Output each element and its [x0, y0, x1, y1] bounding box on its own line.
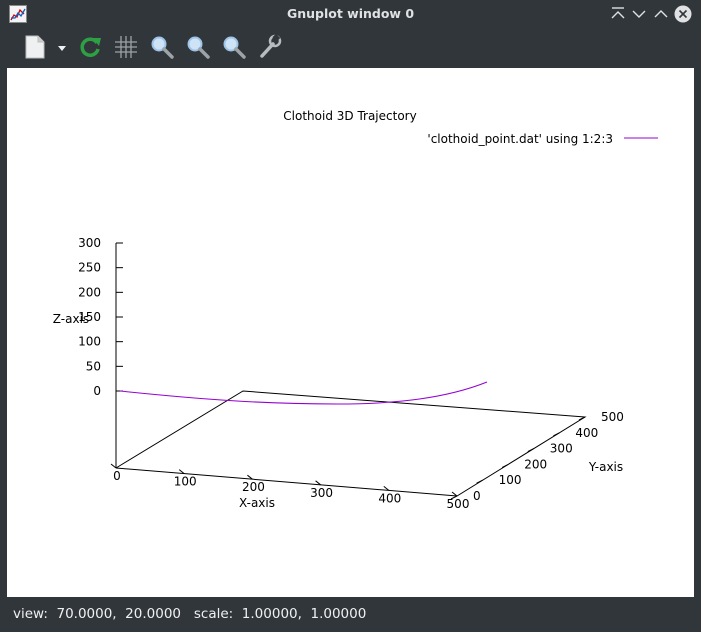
- y-tick-label: 400: [575, 426, 598, 440]
- x-tick-label: 500: [447, 497, 470, 511]
- autoscale-button[interactable]: [220, 33, 248, 61]
- maximize-icon[interactable]: [652, 5, 670, 23]
- settings-icon: [260, 34, 282, 58]
- x-tick-label: 400: [378, 491, 401, 505]
- z-tick-label: 100: [78, 335, 101, 349]
- axis-box: [115, 243, 587, 497]
- grid-button[interactable]: [112, 33, 140, 61]
- keep-above-icon[interactable]: [609, 5, 627, 23]
- status-text: view: 70.0000, 20.0000 scale: 1.00000, 1…: [13, 606, 367, 622]
- x-tick-mark: [451, 491, 458, 497]
- z-tick-label: 300: [78, 236, 101, 250]
- y-tick-mark: [450, 495, 458, 500]
- plot-svg: Clothoid 3D Trajectory 'clothoid_point.d…: [53, 109, 658, 511]
- y-tick-mark: [553, 432, 560, 437]
- y-tick-label: 300: [550, 442, 573, 456]
- zoom-next-icon: [187, 36, 210, 59]
- y-tick-label: 500: [601, 410, 624, 424]
- z-tick-label: 0: [93, 384, 101, 398]
- plot-title: Clothoid 3D Trajectory: [283, 109, 416, 123]
- window-title: Gnuplot window 0: [286, 6, 415, 21]
- export-button[interactable]: [21, 33, 69, 61]
- replot-icon: [80, 37, 101, 57]
- z-tick-label: 250: [78, 261, 101, 275]
- gnuplot-app-icon: [9, 5, 27, 23]
- y-tick-mark: [578, 416, 586, 421]
- close-icon[interactable]: [674, 5, 692, 23]
- zoom-previous-icon: [151, 36, 174, 59]
- z-axis-ticks: 0 50 100 150 200 250 300: [78, 236, 123, 398]
- y-tick-label: 200: [524, 457, 547, 471]
- x-axis-label: X-axis: [239, 496, 275, 510]
- settings-button[interactable]: [256, 33, 284, 61]
- z-tick-label: 200: [78, 285, 101, 299]
- x-tick-mark: [247, 474, 253, 480]
- x-tick-mark: [178, 469, 185, 474]
- x-tick-mark: [383, 486, 390, 491]
- x-axis-ticks: 0 100 200 300 400 500: [110, 463, 470, 511]
- y-axis-label: Y-axis: [588, 460, 623, 474]
- export-icon: [25, 35, 66, 59]
- status-bar: view: 70.0000, 20.0000 scale: 1.00000, 1…: [0, 597, 701, 632]
- toolbar: [5, 28, 695, 68]
- x-tick-label: 200: [242, 480, 265, 494]
- x-tick-label: 300: [310, 486, 333, 500]
- y-tick-mark: [527, 448, 535, 453]
- x-tick-mark: [315, 480, 321, 486]
- grid-icon: [115, 36, 137, 58]
- legend-label: 'clothoid_point.dat' using 1:2:3: [427, 132, 613, 146]
- x-tick-label: 100: [174, 475, 197, 489]
- y-tick-label: 0: [473, 489, 481, 503]
- plot-canvas[interactable]: Clothoid 3D Trajectory 'clothoid_point.d…: [7, 68, 694, 597]
- x-tick-label: 0: [113, 469, 121, 483]
- zoom-previous-button[interactable]: [148, 33, 176, 61]
- title-bar: Gnuplot window 0: [0, 0, 701, 28]
- y-tick-mark: [501, 463, 509, 468]
- autoscale-icon: [223, 36, 246, 59]
- minimize-icon[interactable]: [630, 5, 648, 23]
- z-tick-label: 150: [78, 310, 101, 324]
- replot-button[interactable]: [76, 33, 104, 61]
- y-tick-label: 100: [499, 473, 522, 487]
- data-series-line: [119, 381, 488, 405]
- z-tick-label: 50: [86, 359, 101, 373]
- z-axis-label: Z-axis: [53, 312, 89, 326]
- y-tick-mark: [476, 479, 483, 484]
- zoom-next-button[interactable]: [184, 33, 212, 61]
- x-tick-mark: [110, 463, 117, 469]
